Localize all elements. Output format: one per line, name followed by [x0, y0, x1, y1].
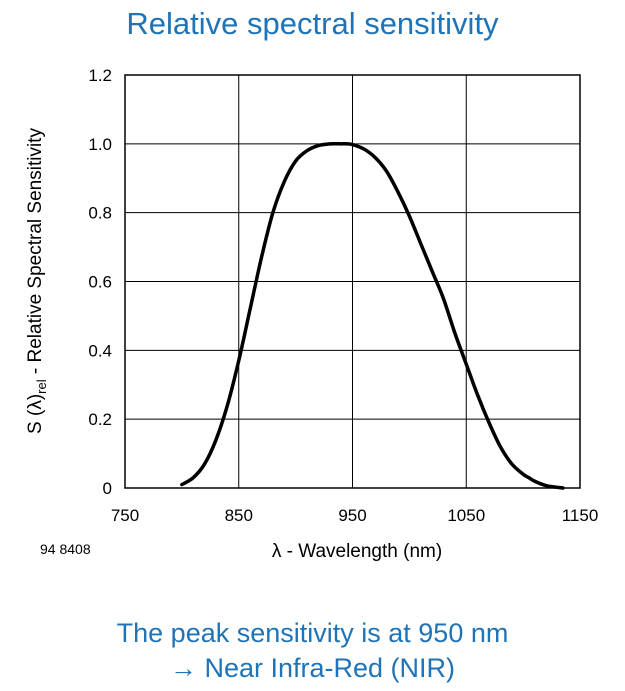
y-axis-label: S (λ)rel - Relative Spectral Sensitivity — [25, 128, 49, 434]
y-tick-labels: 0 0.2 0.4 0.6 0.8 1.0 1.2 — [88, 66, 112, 498]
plot-frame — [124, 74, 581, 489]
y-tick-label: 0.4 — [88, 341, 112, 360]
x-tick-labels: 750 850 950 1050 1150 — [111, 506, 598, 525]
page-title: Relative spectral sensitivity — [126, 6, 499, 41]
figure-reference: 94 8408 — [40, 541, 91, 557]
y-tick-label: 0 — [103, 479, 112, 498]
caption-line-2: → Near Infra-Red (NIR) — [169, 653, 456, 683]
x-tick-label: 850 — [225, 506, 253, 525]
x-tick-label: 1050 — [447, 506, 485, 525]
x-tick-label: 1150 — [562, 506, 599, 525]
x-tick-label: 950 — [338, 506, 366, 525]
y-axis-label-suffix: - Relative Spectral Sensitivity — [25, 128, 46, 380]
y-axis-label-subscript: rel — [34, 379, 49, 394]
y-tick-label: 0.2 — [88, 410, 112, 429]
x-axis-label: λ - Wavelength (nm) — [272, 541, 442, 562]
y-tick-label: 0.8 — [88, 204, 112, 223]
caption-line-1: The peak sensitivity is at 950 nm — [116, 618, 509, 648]
y-tick-label: 0.6 — [88, 273, 112, 292]
sensitivity-curve — [180, 141, 565, 490]
y-axis-label-main: S (λ) — [25, 394, 46, 434]
y-tick-label: 1.2 — [88, 66, 112, 85]
y-tick-label: 1.0 — [88, 135, 112, 154]
x-tick-label: 750 — [111, 506, 139, 525]
grid-lines — [124, 74, 581, 489]
